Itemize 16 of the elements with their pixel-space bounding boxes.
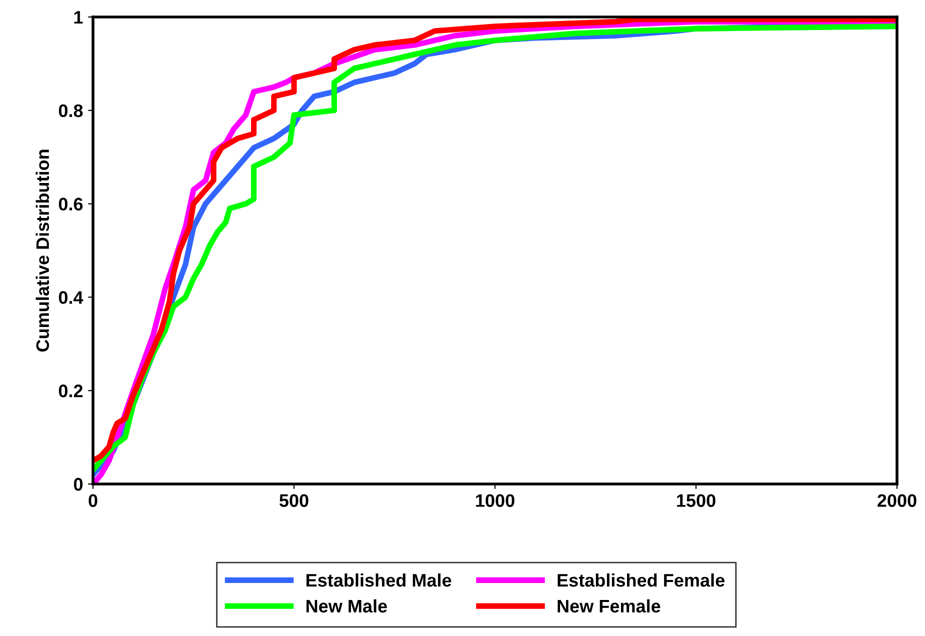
y-tick-label: 0.8: [58, 104, 83, 118]
legend-label: Established Female: [558, 573, 724, 587]
x-tick-label: 0: [88, 494, 98, 507]
legend-label: New Male: [306, 599, 387, 613]
legend-label: New Female: [558, 599, 660, 613]
y-tick-label: 0.6: [58, 198, 83, 211]
y-tick-label: 0.2: [58, 384, 83, 398]
legend-label: Established Male: [306, 573, 452, 587]
y-tick-label: 0: [74, 478, 83, 491]
y-tick-label: 1: [74, 11, 83, 24]
x-tick-label: 1000: [476, 494, 514, 507]
x-tick-label: 500: [279, 494, 308, 507]
x-tick-label: 1500: [677, 494, 716, 507]
y-tick-label: 0.4: [58, 291, 84, 304]
x-tick-label: 2000: [878, 494, 916, 507]
y-axis-title: Cumulative Distribution: [36, 150, 50, 352]
